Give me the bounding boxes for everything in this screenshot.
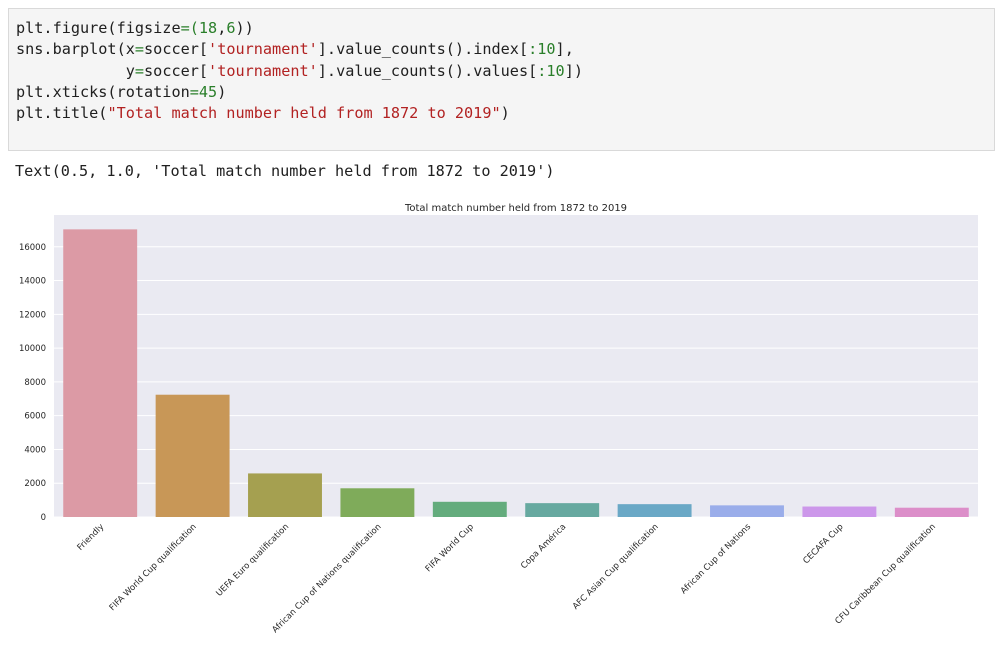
- code-token: 10: [537, 40, 556, 59]
- x-tick-label: Friendly: [76, 522, 107, 553]
- code-line: plt.figure(figsize=(18,6)): [16, 19, 254, 37]
- bar: [710, 505, 784, 517]
- x-tick-label: UEFA Euro qualification: [214, 522, 291, 599]
- bar: [894, 507, 969, 517]
- bar: [248, 473, 322, 517]
- code-editor[interactable]: plt.figure(figsize=(18,6)) sns.barplot(x…: [9, 9, 994, 124]
- code-token: ].value_counts().index[: [317, 40, 529, 59]
- x-tick-label: AFC Asian Cup qualification: [571, 522, 661, 612]
- code-token: 10: [546, 61, 565, 80]
- x-axis-ticks: Friendly FIFA World Cup qualification UEFA…: [76, 521, 938, 635]
- code-token: soccer[: [144, 40, 209, 59]
- code-token: =: [189, 82, 199, 101]
- y-tick-label: 16000: [19, 243, 46, 253]
- code-line: plt.xticks(rotation=45): [16, 83, 226, 101]
- y-axis-ticks: 0 2000 4000 6000 8000 10000 12000 14000 16000: [19, 243, 46, 523]
- code-token: =: [134, 61, 145, 80]
- code-token: plt.xticks(rotation: [16, 82, 190, 101]
- code-token: y: [16, 61, 135, 80]
- code-token: ]): [564, 61, 583, 80]
- code-line: sns.barplot(x=soccer['tournament'].value…: [16, 40, 574, 58]
- code-token: ,: [217, 19, 227, 37]
- code-cell[interactable]: plt.figure(figsize=(18,6)) sns.barplot(x…: [8, 8, 995, 151]
- y-tick-label: 6000: [24, 412, 46, 422]
- code-token: :: [537, 61, 547, 80]
- x-tick-label: African Cup of Nations: [679, 522, 754, 597]
- x-tick-label: CECAFA Cup: [801, 522, 845, 566]
- code-token: 45: [198, 82, 218, 101]
- code-token: =: [134, 40, 145, 59]
- y-tick-label: 0: [41, 513, 46, 523]
- code-token: soccer[: [144, 61, 209, 80]
- y-tick-label: 8000: [24, 378, 46, 388]
- code-token: :: [528, 40, 538, 59]
- y-tick-label: 4000: [24, 445, 46, 455]
- code-token: sns.barplot(x: [16, 40, 135, 59]
- code-token: ): [500, 104, 510, 123]
- code-token: (: [189, 19, 199, 37]
- x-tick-label: Copa América: [518, 521, 568, 571]
- bar: [432, 501, 507, 517]
- code-line: y=soccer['tournament'].value_counts().va…: [16, 62, 583, 80]
- code-token: 18: [198, 19, 218, 37]
- x-tick-label: FIFA World Cup: [424, 522, 476, 574]
- x-tick-label: African Cup of Nations qualification: [270, 522, 383, 635]
- bar: [340, 488, 415, 517]
- bar: [155, 394, 230, 517]
- bar: [63, 229, 138, 518]
- y-tick-label: 14000: [19, 277, 46, 287]
- code-line: plt.title("Total match number held from …: [16, 104, 510, 122]
- code-token: ): [217, 82, 227, 101]
- code-token: 'tournament': [208, 61, 318, 80]
- y-tick-label: 2000: [24, 479, 46, 489]
- code-token: =: [180, 19, 190, 37]
- code-token: plt.title(: [16, 104, 108, 123]
- code-token: 6: [226, 19, 236, 37]
- bar: [617, 504, 692, 517]
- code-token: 'tournament': [208, 40, 318, 59]
- code-token: ].value_counts().values[: [317, 61, 538, 80]
- bar: [525, 503, 600, 517]
- chart-title: Total match number held from 1872 to 201…: [404, 203, 627, 214]
- y-tick-label: 10000: [19, 344, 46, 354]
- code-token: ],: [555, 40, 574, 59]
- cell-output-text: Text(0.5, 1.0, 'Total match number held …: [15, 162, 555, 180]
- code-token: )): [235, 19, 254, 37]
- x-tick-label: CFU Caribbean Cup qualification: [833, 522, 937, 626]
- bars: [63, 229, 969, 518]
- bar-chart: 0 2000 4000 6000 8000 10000 12000 14000 16000 Fr…: [19, 203, 978, 635]
- bar: [802, 506, 877, 517]
- x-tick-label: FIFA World Cup qualification: [108, 522, 199, 613]
- code-token: "Total match number held from 1872 to 20…: [107, 104, 501, 123]
- y-tick-label: 12000: [19, 310, 46, 320]
- code-token: plt.figure(figsize: [16, 19, 181, 37]
